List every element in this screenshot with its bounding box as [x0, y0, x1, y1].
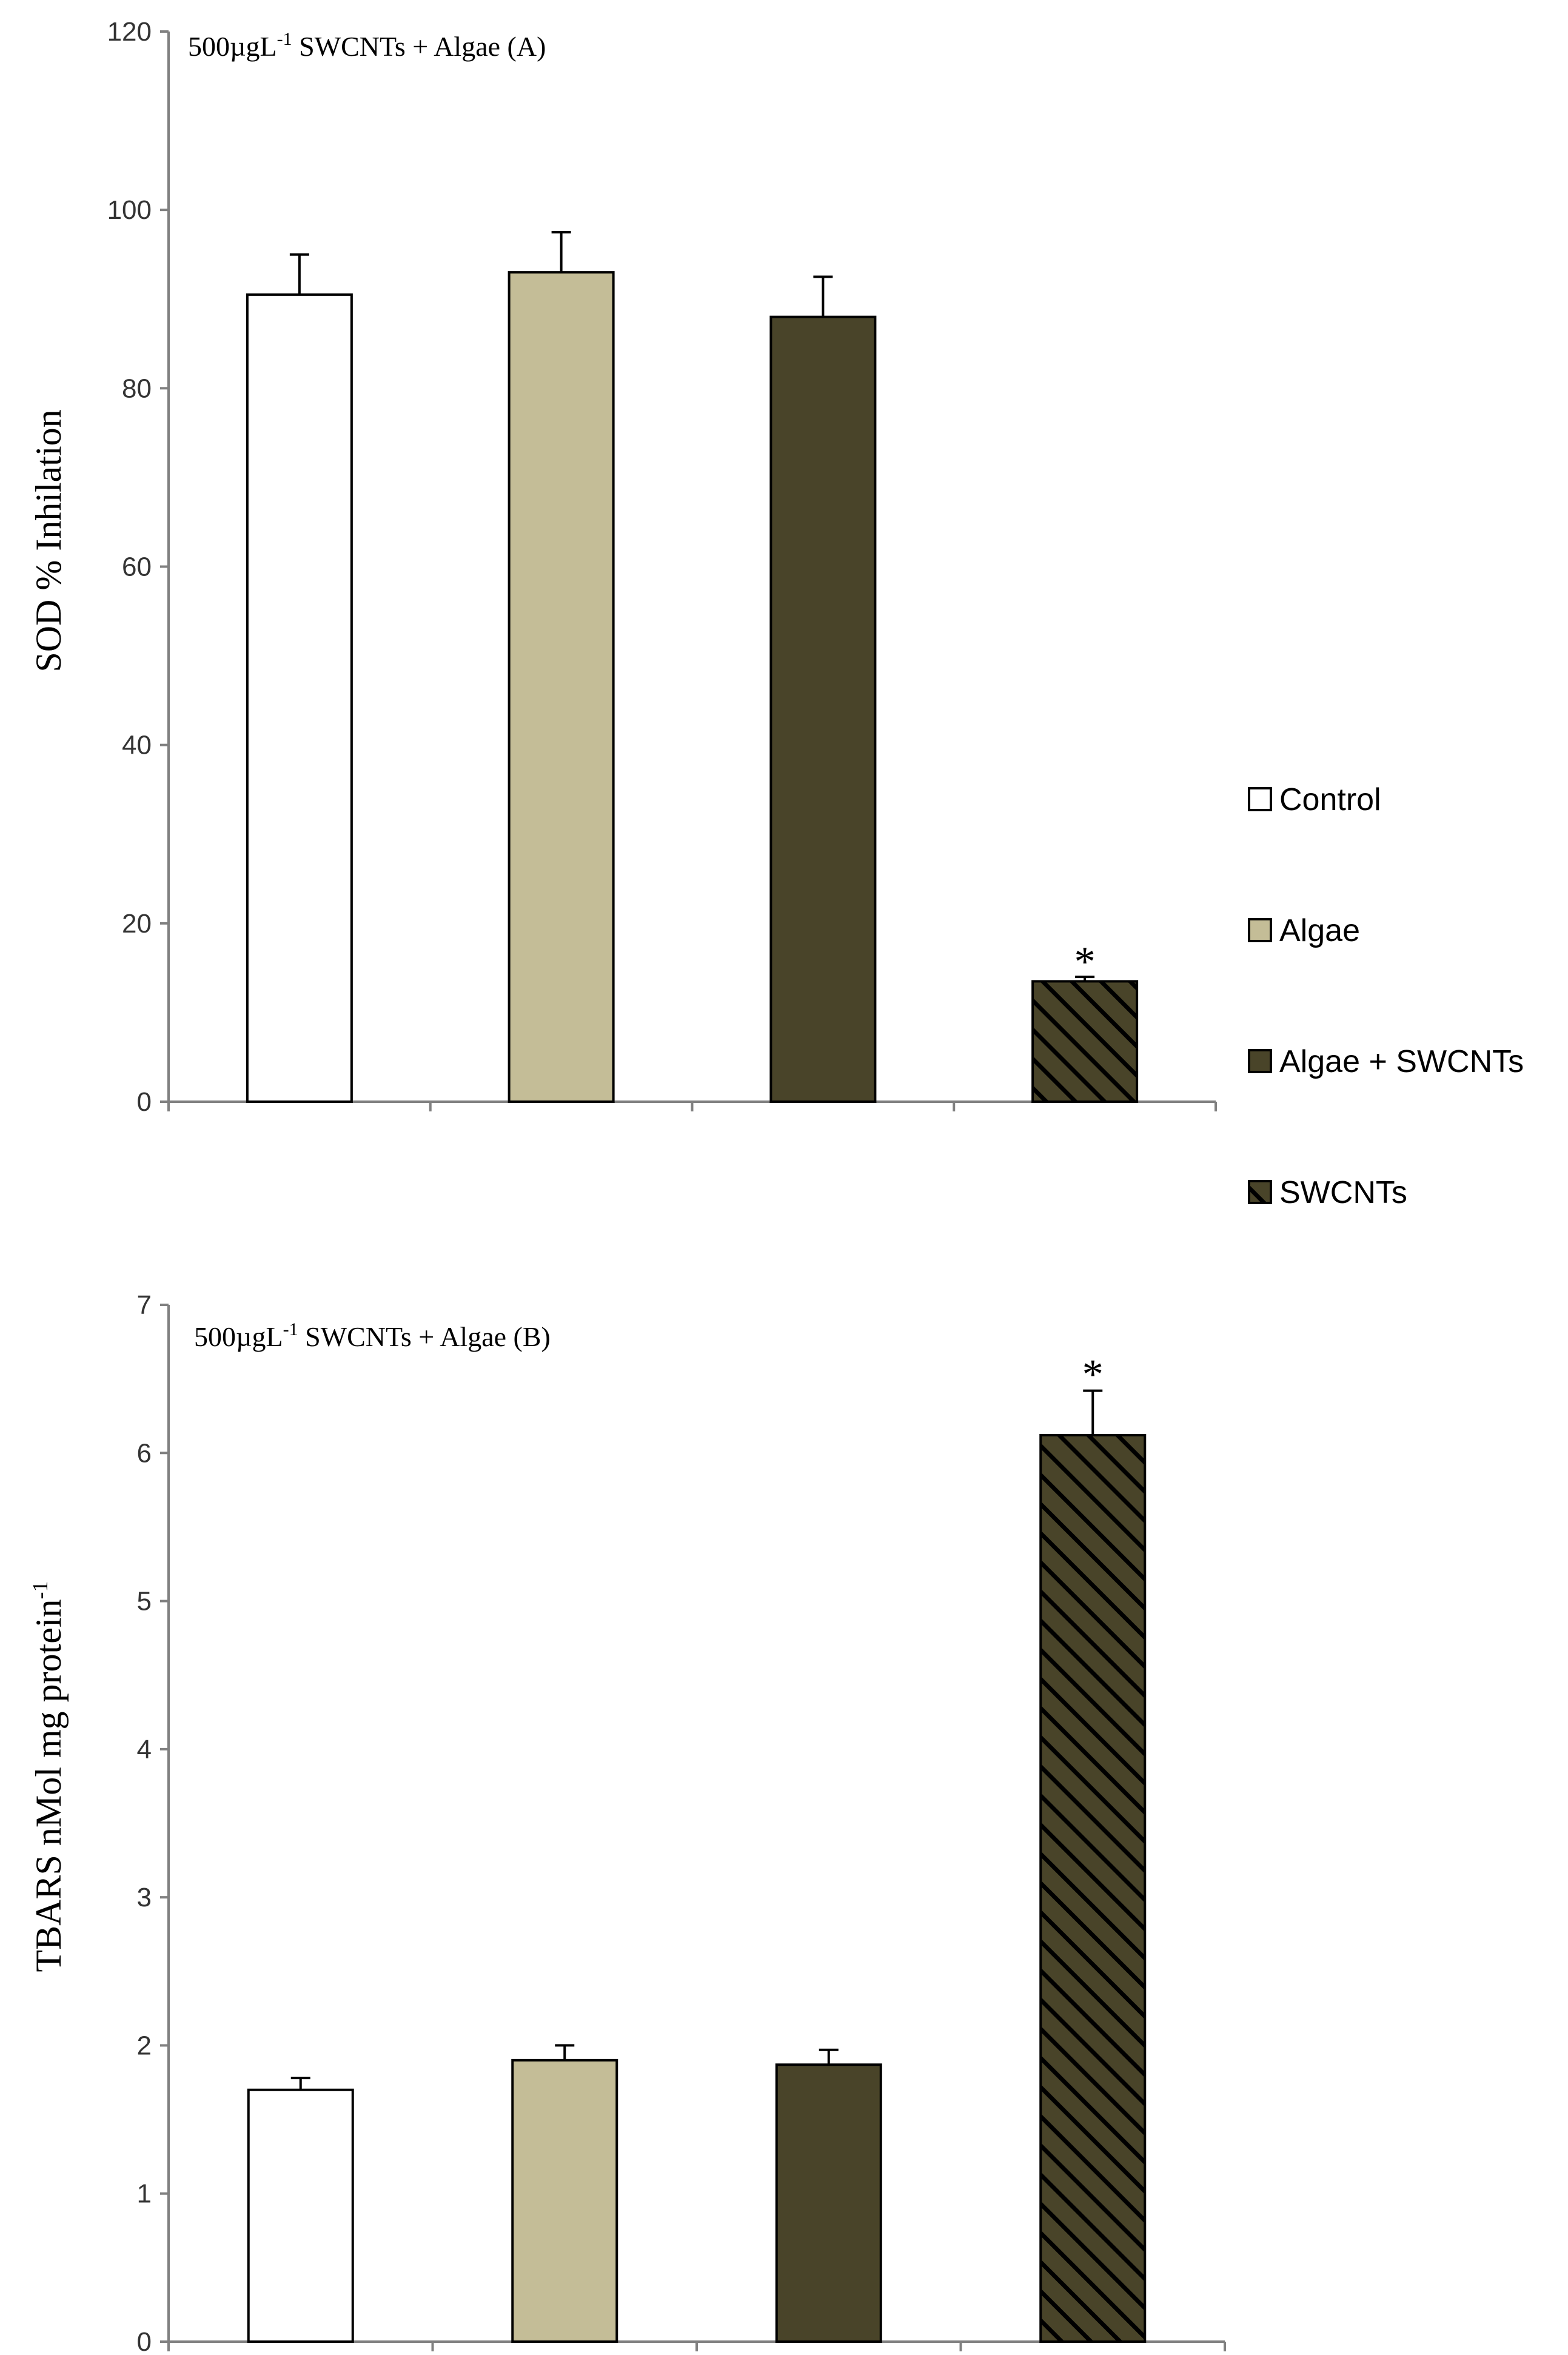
panel-a-y-axis-label: SOD % Inhilation [28, 409, 69, 672]
legend-label: Control [1279, 782, 1381, 817]
legend-swatch [1248, 1049, 1272, 1073]
legend-swatch [1248, 918, 1272, 942]
panel-a-chart: 0 20 40 60 80 100 120 * 500µgL-1 SWCNTs + Alga… [28, 17, 1217, 1117]
panel-a-title: 500µgL-1 SWCNTs + Algae (A) [188, 29, 546, 62]
panel-a-bars: * [246, 230, 1139, 1104]
panel-b-y-axis-label: TBARS nMol mg protein-1 [28, 1581, 69, 1972]
panel-b-y-tick-label: 4 [137, 1735, 152, 1764]
panel-a-bar-swcnts [1031, 980, 1139, 1103]
panel-b-bar-swcnts [1039, 1433, 1147, 2343]
panel-a-significance-marker: * [1074, 939, 1096, 985]
panel-b-y-tick-label: 0 [137, 2327, 152, 2355]
panel-a-y-tick-label: 120 [107, 17, 152, 47]
panel-a-y-tick-label: 100 [107, 195, 152, 225]
panel-b-bars: * [247, 1352, 1147, 2343]
panel-b-y-tick-label: 5 [137, 1587, 152, 1616]
panel-a-y-tick-label: 60 [122, 552, 152, 582]
panel-b-y-tick-label: 1 [137, 2179, 152, 2209]
panel-a-bar-algae-swcnts [769, 315, 877, 1104]
panel-b-y-tick-label: 3 [137, 1883, 152, 1912]
panel-a-y-tick-label: 80 [122, 374, 152, 403]
panel-b-title: 500µgL-1 SWCNTs + Algae (B) [194, 1319, 551, 1352]
panel-b-bar-control [247, 2088, 354, 2343]
panel-a-y-tick-label: 20 [122, 909, 152, 939]
panel-a-bar-control [246, 293, 353, 1103]
panel-b-bar-algae [511, 2059, 618, 2343]
legend: Control Algae Algae + SWCNTs SWCNTs [1248, 782, 1524, 1210]
panel-b-chart: 0 1 2 3 4 5 6 7 * 500µgL-1 SWCNTs + Algae (B) T… [28, 1290, 1226, 2355]
panel-a-y-tick-label: 0 [137, 1087, 152, 1117]
legend-label: Algae [1279, 913, 1360, 948]
legend-label: Algae + SWCNTs [1279, 1044, 1524, 1079]
legend-swatch [1248, 787, 1272, 811]
panel-b-y-tick-label: 7 [137, 1290, 152, 1320]
legend-label: SWCNTs [1279, 1175, 1407, 1210]
legend-swatch [1248, 1180, 1272, 1204]
panel-a-bar-algae [508, 271, 615, 1103]
panel-b-y-tick-label: 2 [137, 2031, 152, 2060]
panel-a-y-tick-label: 40 [122, 731, 152, 760]
panel-b-y-tick-label: 6 [137, 1438, 152, 1468]
panel-b-bar-algae-swcnts [775, 2063, 882, 2343]
panel-b-significance-marker: * [1082, 1352, 1104, 1398]
